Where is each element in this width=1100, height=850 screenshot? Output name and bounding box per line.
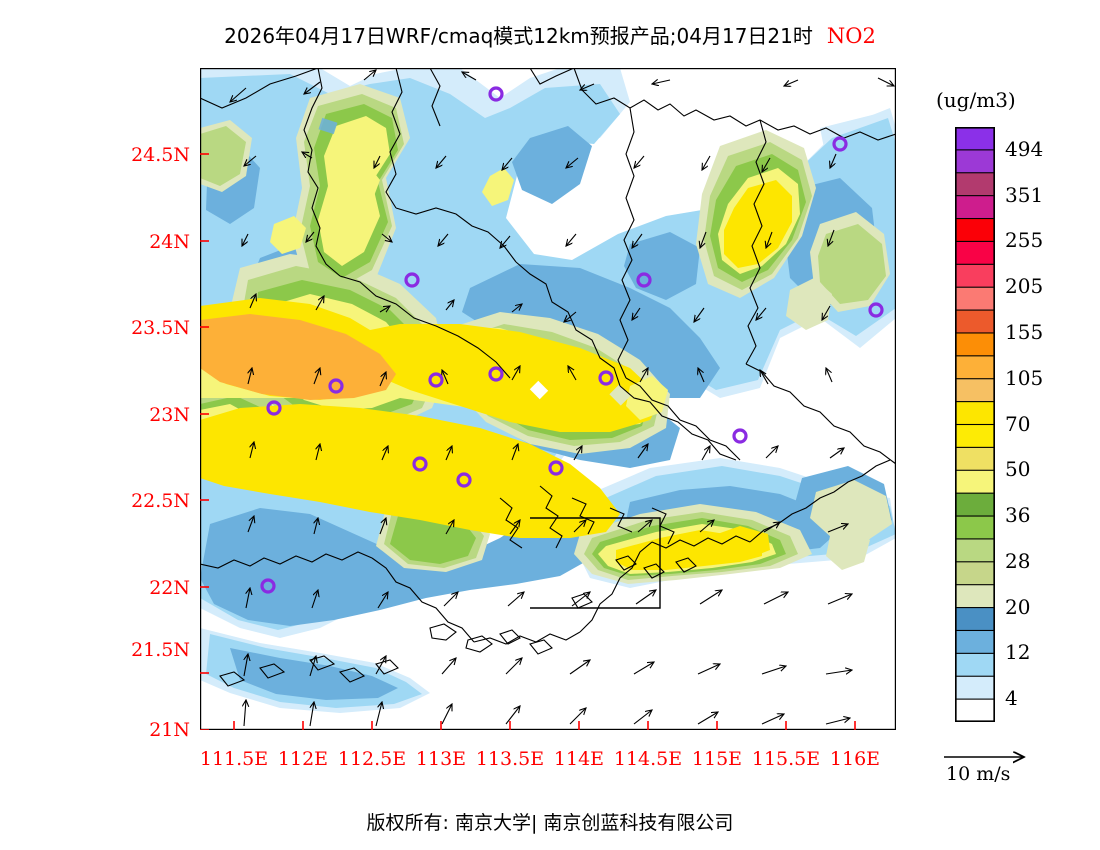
colorbar-label: 155 bbox=[1005, 319, 1044, 344]
colorbar-band bbox=[955, 195, 995, 220]
colorbar-label: 105 bbox=[1005, 365, 1044, 390]
station-marker[interactable] bbox=[260, 578, 276, 594]
colorbar-band bbox=[955, 538, 995, 563]
station-marker[interactable] bbox=[832, 136, 848, 152]
colorbar-band bbox=[955, 515, 995, 540]
station-marker[interactable] bbox=[598, 370, 614, 386]
colorbar bbox=[955, 127, 995, 722]
colorbar-band bbox=[955, 492, 995, 517]
colorbar-band bbox=[955, 378, 995, 403]
colorbar-label: 255 bbox=[1005, 228, 1044, 253]
colorbar-band bbox=[955, 698, 995, 722]
x-axis-label: 114E bbox=[553, 748, 605, 770]
colorbar-band bbox=[955, 240, 995, 266]
colorbar-band bbox=[955, 584, 995, 609]
axis-ticks bbox=[200, 153, 856, 730]
x-axis-label: 111.5E bbox=[199, 748, 269, 770]
station-marker[interactable] bbox=[488, 366, 504, 382]
colorbar-label: 494 bbox=[1005, 136, 1044, 161]
colorbar-label: 12 bbox=[1005, 640, 1031, 665]
y-axis-label: 21.5N bbox=[131, 639, 190, 661]
colorbar-band bbox=[955, 607, 995, 632]
y-axis-label: 24.5N bbox=[131, 144, 190, 166]
colorbar-label: 70 bbox=[1005, 411, 1031, 436]
colorbar-band bbox=[955, 401, 995, 426]
colorbar-label: 50 bbox=[1005, 457, 1031, 482]
forecast-map[interactable] bbox=[200, 68, 896, 730]
concentration-field bbox=[200, 68, 896, 730]
station-marker[interactable] bbox=[548, 460, 564, 476]
colorbar-band bbox=[955, 332, 995, 357]
colorbar-band bbox=[955, 286, 995, 312]
x-axis-label: 115E bbox=[691, 748, 743, 770]
colorbar-band bbox=[955, 423, 995, 449]
x-axis-label: 113.5E bbox=[475, 748, 545, 770]
colorbar-band bbox=[955, 217, 995, 243]
colorbar-label: 4 bbox=[1005, 686, 1018, 711]
title-text: 2026年04月17日WRF/cmaq模式12km预报产品;04月17日21时 bbox=[224, 24, 813, 48]
x-axis-label: 112E bbox=[277, 748, 329, 770]
station-marker[interactable] bbox=[266, 400, 282, 416]
copyright-footer: 版权所有: 南京大学| 南京创蓝科技有限公司 bbox=[366, 812, 734, 834]
x-axis-label: 116E bbox=[829, 748, 881, 770]
station-marker[interactable] bbox=[488, 86, 504, 102]
y-axis-label: 21N bbox=[149, 719, 190, 741]
y-axis-label: 22.5N bbox=[131, 490, 190, 512]
x-axis-label: 112.5E bbox=[337, 748, 407, 770]
colorbar-band bbox=[955, 149, 995, 174]
x-axis-label: 114.5E bbox=[613, 748, 683, 770]
wind-vectors bbox=[230, 70, 894, 727]
colorbar-label: 20 bbox=[1005, 594, 1031, 619]
y-axis-label: 23.5N bbox=[131, 317, 190, 339]
page-title: 2026年04月17日WRF/cmaq模式12km预报产品;04月17日21时 N… bbox=[0, 20, 1100, 49]
station-marker[interactable] bbox=[636, 272, 652, 288]
inner-cores bbox=[270, 168, 870, 570]
station-marker[interactable] bbox=[732, 428, 748, 444]
station-markers[interactable] bbox=[260, 86, 884, 594]
colorbar-label: 205 bbox=[1005, 274, 1044, 299]
colorbar-label: 351 bbox=[1005, 182, 1044, 207]
wind-scale-label: 10 m/s bbox=[946, 763, 1011, 785]
colorbar-label: 28 bbox=[1005, 548, 1031, 573]
colorbar-label: 36 bbox=[1005, 503, 1031, 528]
colorbar-band bbox=[955, 561, 995, 586]
colorbar-band bbox=[955, 309, 995, 334]
x-axis-label: 115.5E bbox=[751, 748, 821, 770]
colorbar-band bbox=[955, 629, 995, 655]
colorbar-band bbox=[955, 355, 995, 380]
station-marker[interactable] bbox=[868, 302, 884, 318]
station-marker[interactable] bbox=[412, 456, 428, 472]
colorbar-band bbox=[955, 172, 995, 197]
station-marker[interactable] bbox=[404, 272, 420, 288]
colorbar-unit: (ug/m3) bbox=[936, 88, 1016, 112]
x-axis-label: 113E bbox=[415, 748, 467, 770]
y-axis-label: 22N bbox=[149, 577, 190, 599]
colorbar-band bbox=[955, 446, 995, 472]
colorbar-band bbox=[955, 127, 995, 151]
colorbar-band bbox=[955, 652, 995, 678]
title-species: NO2 bbox=[826, 24, 876, 48]
colorbar-band bbox=[955, 675, 995, 701]
map-canvas[interactable] bbox=[200, 68, 896, 730]
station-marker[interactable] bbox=[328, 378, 344, 394]
y-axis-label: 23N bbox=[149, 404, 190, 426]
minor-cells bbox=[318, 117, 631, 406]
colorbar-band bbox=[955, 263, 995, 289]
station-marker[interactable] bbox=[456, 472, 472, 488]
station-marker[interactable] bbox=[428, 372, 444, 388]
colorbar-band bbox=[955, 469, 995, 495]
y-axis-label: 24N bbox=[149, 231, 190, 253]
wind-scale-arrow bbox=[944, 745, 1090, 791]
